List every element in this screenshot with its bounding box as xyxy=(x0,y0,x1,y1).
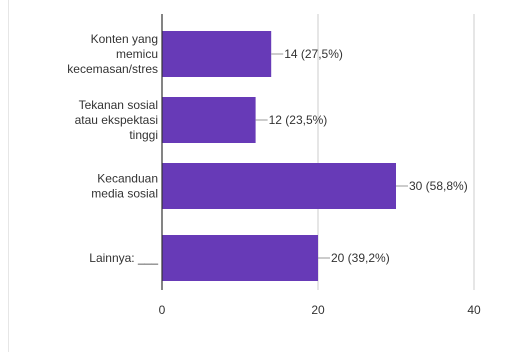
x-tick-label-0: 0 xyxy=(159,303,166,317)
card-left-border xyxy=(8,0,9,352)
value-label-2: 30 (58,8%) xyxy=(409,179,468,193)
category-label-2-line-0: Kecanduan xyxy=(97,172,158,186)
category-label-0-line-2: kecemasan/stres xyxy=(67,62,158,76)
category-label-0-line-0: Konten yang xyxy=(91,32,158,46)
value-label-1: 12 (23,5%) xyxy=(269,113,328,127)
bar-0 xyxy=(162,31,272,77)
bar-2 xyxy=(162,163,396,209)
category-label-1-line-0: Tekanan sosial xyxy=(79,98,158,112)
value-label-0: 14 (27,5%) xyxy=(284,47,343,61)
bar-3 xyxy=(162,235,318,281)
x-tick-label-20: 20 xyxy=(311,303,325,317)
category-label-0-line-1: memicu xyxy=(116,47,158,61)
category-label-3-line-0: Lainnya: ___ xyxy=(89,251,158,265)
x-tick-label-40: 40 xyxy=(467,303,481,317)
category-label-2-line-1: media sosial xyxy=(91,187,158,201)
category-label-1-line-2: tinggi xyxy=(129,128,158,142)
bar-1 xyxy=(162,97,256,143)
value-label-3: 20 (39,2%) xyxy=(331,251,390,265)
category-label-1-line-1: atau ekspektasi xyxy=(75,113,158,127)
